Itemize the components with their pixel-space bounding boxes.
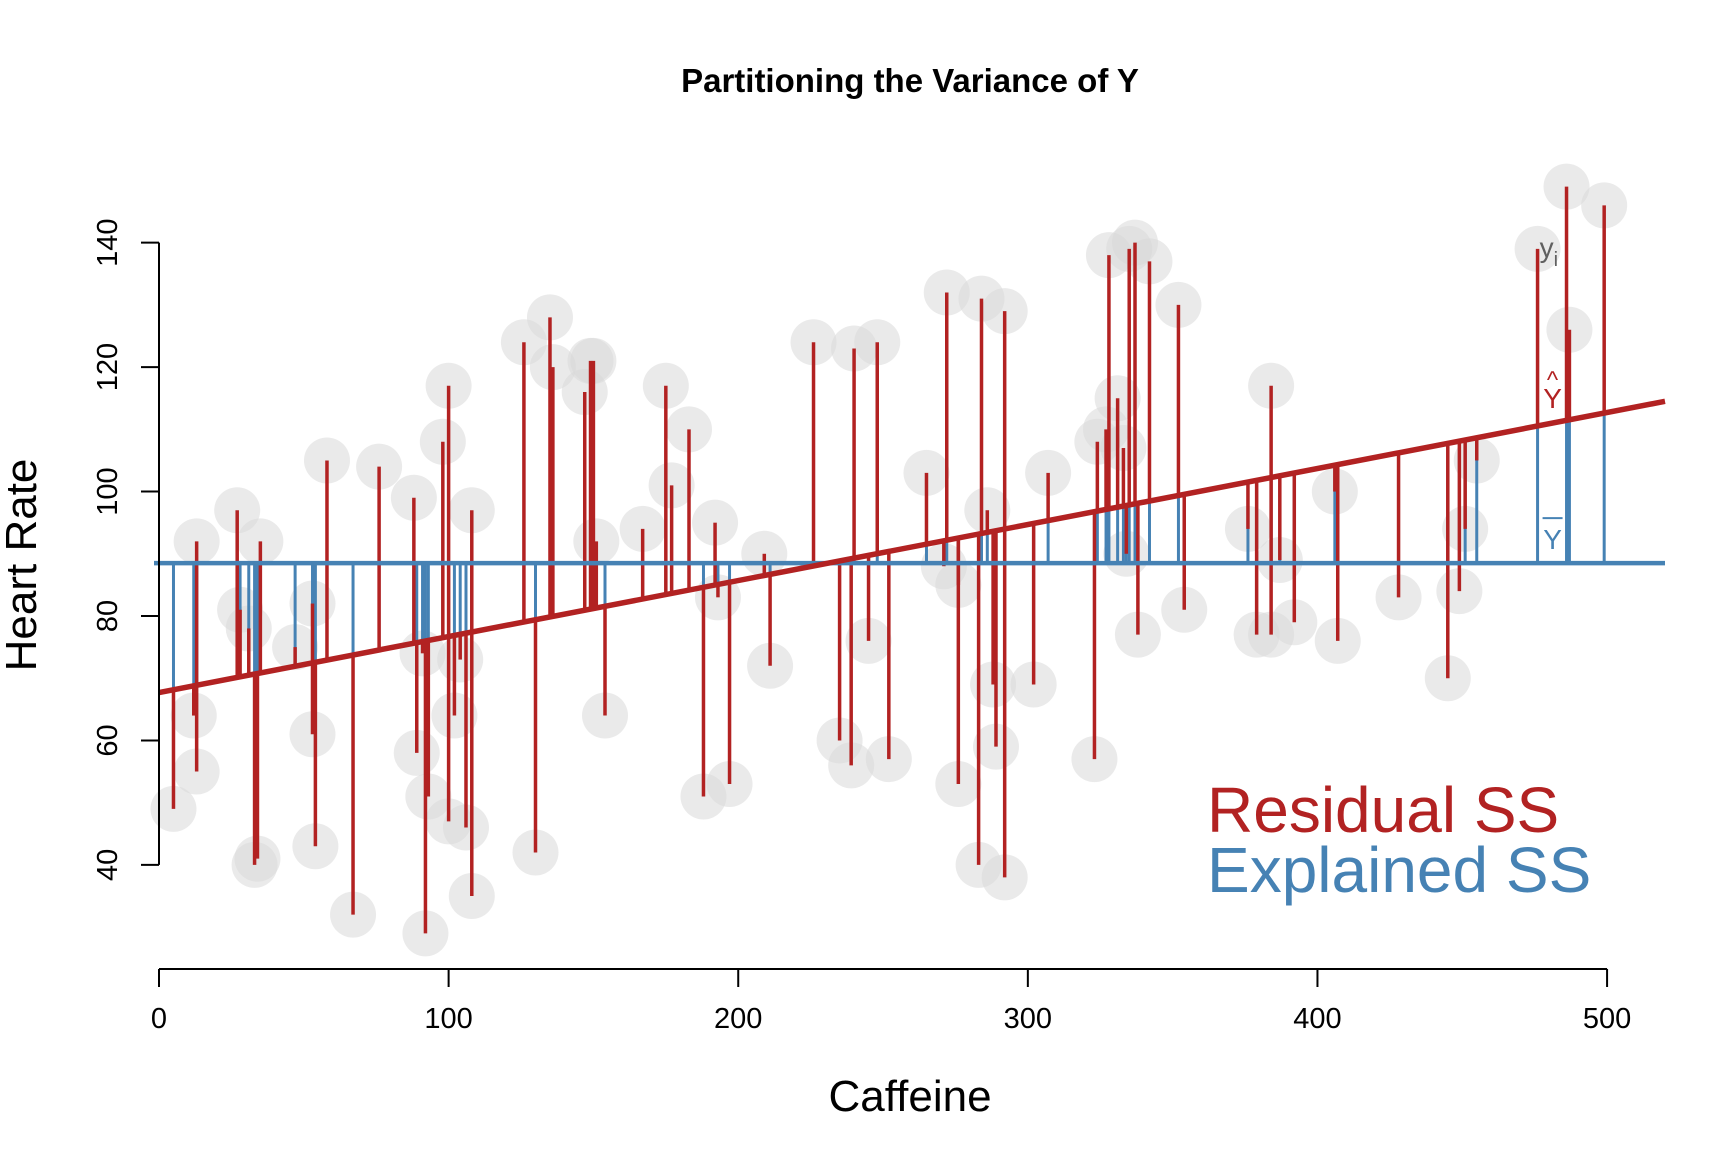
- x-tick-label: 300: [1004, 1003, 1052, 1035]
- yhat-annotation: Y: [1543, 383, 1562, 414]
- legend: Residual SS Explained SS: [1207, 774, 1591, 906]
- y-axis-title: Heart Rate: [0, 459, 46, 672]
- chart-title: Partitioning the Variance of Y: [681, 62, 1139, 99]
- reference-lines-layer: [154, 398, 1666, 696]
- x-tick-label: 200: [714, 1003, 762, 1035]
- x-axis-title: Caffeine: [828, 1072, 991, 1121]
- regression-line: [158, 398, 1666, 696]
- yi-annotation: yi: [1540, 232, 1558, 271]
- legend-explained: Explained SS: [1207, 834, 1591, 906]
- y-tick-label: 100: [92, 467, 124, 515]
- ybar-annotation: Y: [1543, 524, 1562, 555]
- y-tick-label: 80: [92, 600, 124, 632]
- axes-layer: 0 100 200 300 400 500 40 60 80 100 120 140: [92, 218, 1631, 1035]
- yhat-caret: ^: [1547, 367, 1559, 394]
- x-tick-label: 100: [424, 1003, 472, 1035]
- x-tick-label: 400: [1293, 1003, 1341, 1035]
- y-tick-label: 120: [92, 343, 124, 391]
- x-tick-label: 500: [1583, 1003, 1631, 1035]
- legend-residual: Residual SS: [1207, 774, 1559, 846]
- annotations-layer: yiY^Y: [1540, 232, 1563, 555]
- residual-segments-layer: [171, 186, 1606, 934]
- y-tick-label: 60: [92, 724, 124, 756]
- y-tick-label: 40: [92, 849, 124, 881]
- x-tick-label: 0: [151, 1003, 167, 1035]
- y-tick-label: 140: [92, 218, 124, 266]
